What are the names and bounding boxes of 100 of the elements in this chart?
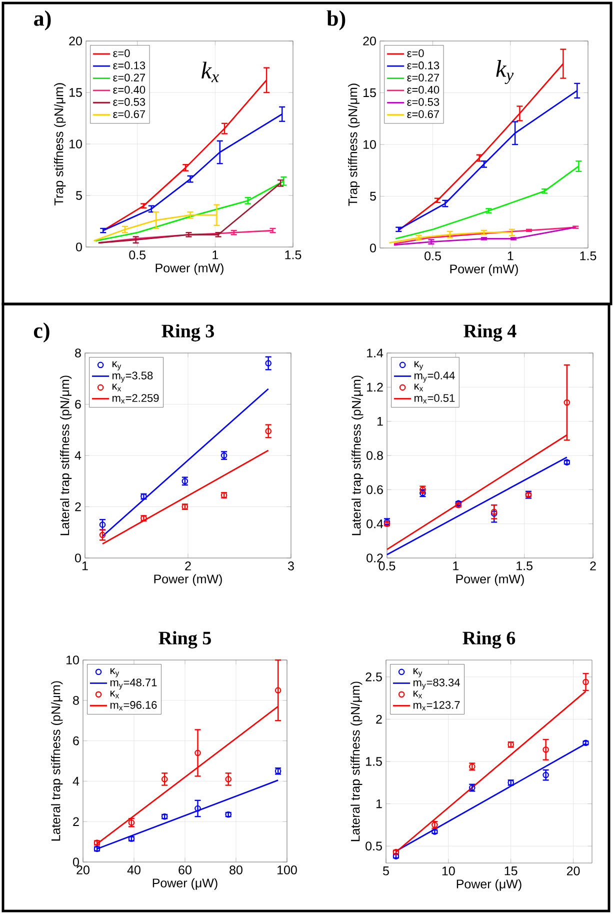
legend-label: ε=0.40 [113, 86, 146, 94]
x-axis-title: Power (mW) [154, 574, 222, 586]
x-tick-label: 5 [383, 866, 389, 876]
legend-label: ε=0 [113, 49, 130, 58]
y-tick-label: 2 [75, 502, 81, 512]
x-axis-title: Power (μW) [456, 879, 522, 891]
x-tick-label: 1 [453, 562, 459, 570]
x-axis-title: Power (μW) [152, 878, 218, 890]
x-tick-label: 80 [230, 866, 242, 874]
x-axis-title: Power (mW) [156, 263, 224, 275]
annotation: k$_{y}$ [496, 60, 514, 84]
legend-label: m$_{y}$=0.44 [414, 372, 455, 383]
y-tick-label: 0.4 [366, 519, 384, 528]
x-tick-label: 1.5 [285, 250, 302, 260]
y-tick-label: 5 [370, 192, 376, 201]
y-tick-label: 1 [377, 417, 383, 426]
y-axis-title: Lateral trap stiffness (pN/μm) [350, 682, 362, 842]
legend-label: ε=0.67 [113, 110, 145, 118]
legend-label: ε=0.27 [407, 74, 440, 82]
y-tick-label: 0 [73, 858, 79, 866]
point [99, 522, 106, 528]
point [274, 687, 282, 694]
legend-label: m$_{y}$=3.58 [112, 372, 153, 383]
legend-label: m$_{x}$=96.16 [110, 701, 157, 710]
annotation: k$_{x}$ [202, 62, 219, 82]
y-axis-title: Trap stiffness (pN/μm) [54, 83, 66, 206]
legend-label: κ$_{x}$ [414, 384, 424, 392]
x-tick-label: 60 [178, 866, 192, 874]
legend-label: ε=0.53 [113, 98, 146, 106]
point [225, 776, 232, 782]
legend-label: κ$_{y}$ [414, 361, 424, 370]
legend-label: κ$_{x}$ [112, 384, 122, 392]
x-tick-label: 2 [590, 562, 596, 570]
legend-label: m$_{x}$=123.7 [414, 701, 460, 710]
y-tick-label: 1 [376, 800, 382, 808]
legend-label: ε=0.27 [113, 74, 145, 82]
x-axis-title: Power (mW) [450, 264, 518, 276]
point [99, 532, 106, 538]
chart-title: Ring 5 [158, 631, 211, 648]
legend-label: ε=0.40 [407, 86, 440, 94]
y-tick-label: 0 [75, 554, 81, 562]
point [194, 805, 201, 812]
y-tick-label: 0 [370, 244, 376, 252]
chart-title: Ring 6 [462, 631, 516, 648]
y-tick-label: 20 [69, 36, 82, 46]
x-tick-label: 40 [127, 866, 140, 874]
legend-label: κ$_{y}$ [112, 361, 122, 370]
y-tick-label: 15 [364, 88, 376, 98]
point [265, 360, 272, 366]
legend-label: ε=0.67 [407, 110, 440, 118]
y-axis-title: Lateral trap stiffness (pN/μm) [60, 376, 72, 536]
legend-label: m$_{x}$=0.51 [414, 394, 455, 404]
y-tick-label: 0.8 [366, 451, 383, 460]
y-tick-label: 1.5 [366, 757, 382, 766]
x-tick-label: 1 [508, 252, 514, 260]
legend-label: ε=0.13 [407, 62, 440, 70]
y-tick-label: 6 [73, 736, 79, 746]
y-tick-label: 20 [363, 36, 376, 46]
x-tick-label: 15 [504, 866, 518, 876]
legend-label: m$_{y}$=48.71 [110, 678, 157, 690]
legend-label: ε=0 [407, 49, 424, 58]
point [582, 678, 589, 686]
point [564, 399, 570, 406]
x-tick-label: 1 [212, 250, 218, 260]
legend-label: κ$_{x}$ [414, 690, 422, 698]
y-tick-label: 4 [72, 776, 80, 786]
text: c) [34, 322, 50, 342]
legend-label: ε=0.53 [407, 98, 440, 106]
line-series [388, 232, 513, 244]
legend-label: κ$_{y}$ [110, 668, 120, 678]
x-tick-label: 3 [288, 562, 294, 570]
y-tick-label: 0.2 [366, 554, 383, 562]
y-tick-label: 0 [76, 242, 82, 252]
y-axis-title: Lateral trap stiffness (pN/μm) [352, 376, 364, 536]
legend-label: ε=0.13 [113, 62, 146, 70]
x-tick-label: 0.5 [129, 250, 146, 260]
x-tick-label: 20 [566, 866, 580, 876]
y-tick-label: 2 [73, 817, 79, 826]
y-tick-label: 10 [66, 656, 79, 664]
y-tick-label: 6 [75, 400, 81, 409]
x-tick-label: 1.5 [516, 562, 532, 570]
point [542, 772, 549, 778]
x-tick-label: 1.5 [580, 252, 596, 260]
y-tick-label: 5 [76, 191, 82, 200]
point [542, 746, 549, 753]
y-tick-label: 10 [70, 140, 82, 148]
y-axis-title: Trap stiffness (pN/μm) [348, 84, 360, 206]
chart-title: Ring 3 [162, 324, 214, 342]
chart-title: Ring 4 [464, 324, 516, 342]
y-tick-label: 0.5 [366, 842, 382, 851]
y-tick-label: 1.4 [367, 348, 384, 358]
y-tick-label: 8 [75, 348, 81, 358]
legend-label: m$_{x}$=2.259 [112, 394, 159, 404]
legend-label: κ$_{y}$ [414, 668, 422, 678]
text: b) [326, 10, 346, 30]
y-tick-label: 1.2 [367, 382, 383, 392]
y-tick-label: 10 [364, 140, 376, 149]
x-tick-label: 0.5 [424, 252, 441, 260]
y-axis-title: Lateral trap stiffness (pN/μm) [51, 681, 63, 841]
line-series [394, 166, 580, 240]
